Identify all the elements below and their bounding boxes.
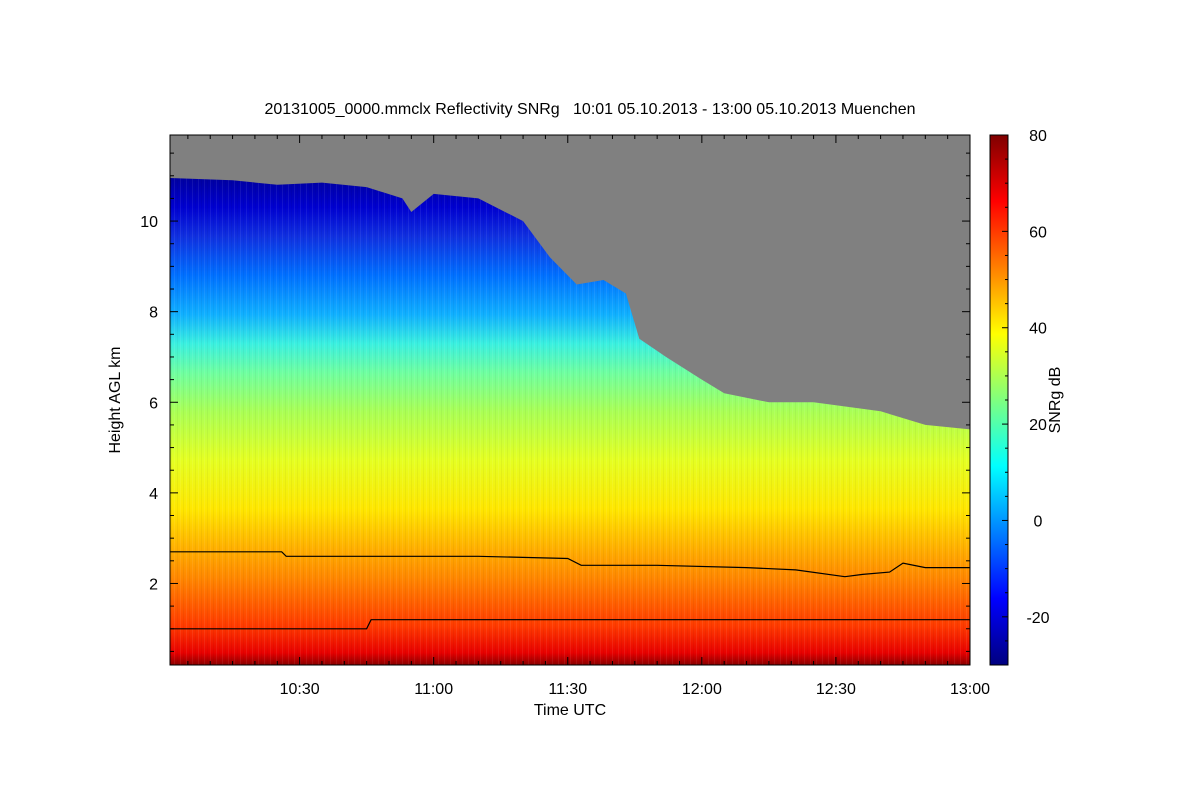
colorbar-tick-label: 80 xyxy=(1029,128,1047,145)
plot-area xyxy=(169,134,971,666)
colorbar: -20 0 20 40 60 80 SNRg dB xyxy=(989,128,1064,666)
x-axis: 10:30 11:00 11:30 12:00 12:30 13:00 xyxy=(187,135,990,698)
y-tick-label: 4 xyxy=(149,486,158,503)
y-axis: 2 4 6 8 10 xyxy=(140,152,970,652)
y-tick-label: 10 xyxy=(140,214,158,231)
chart-title: 20131005_0000.mmclx Reflectivity SNRg 10… xyxy=(264,101,915,118)
layer-line-1 xyxy=(170,551,970,578)
x-tick-label: 10:30 xyxy=(280,681,320,698)
colorbar-tick-label: 20 xyxy=(1029,417,1047,434)
colorbar-axis: -20 0 20 40 60 80 xyxy=(1002,128,1050,666)
colorbar-tick-label: 0 xyxy=(1034,513,1043,530)
colorbar-tick-label: 60 xyxy=(1029,224,1047,241)
x-tick-label: 11:30 xyxy=(548,681,587,698)
x-tick-label: 12:00 xyxy=(682,681,722,698)
colorbar-label: SNRg dB xyxy=(1047,367,1064,434)
colorbar-tick-label: 40 xyxy=(1029,321,1047,338)
colorbar-tick-label: -20 xyxy=(1026,610,1049,627)
x-tick-label: 12:30 xyxy=(816,681,856,698)
plot-frame xyxy=(169,134,971,666)
layer-lines xyxy=(170,551,970,630)
y-tick-label: 6 xyxy=(149,395,158,412)
y-tick-label: 8 xyxy=(149,305,158,322)
x-tick-label: 11:00 xyxy=(414,681,453,698)
layer-line-2 xyxy=(170,619,970,630)
x-axis-label: Time UTC xyxy=(534,702,606,719)
reflectivity-texture xyxy=(170,178,970,665)
y-axis-label: Height AGL km xyxy=(107,346,124,453)
y-tick-label: 2 xyxy=(149,576,158,593)
x-tick-label: 13:00 xyxy=(950,681,990,698)
